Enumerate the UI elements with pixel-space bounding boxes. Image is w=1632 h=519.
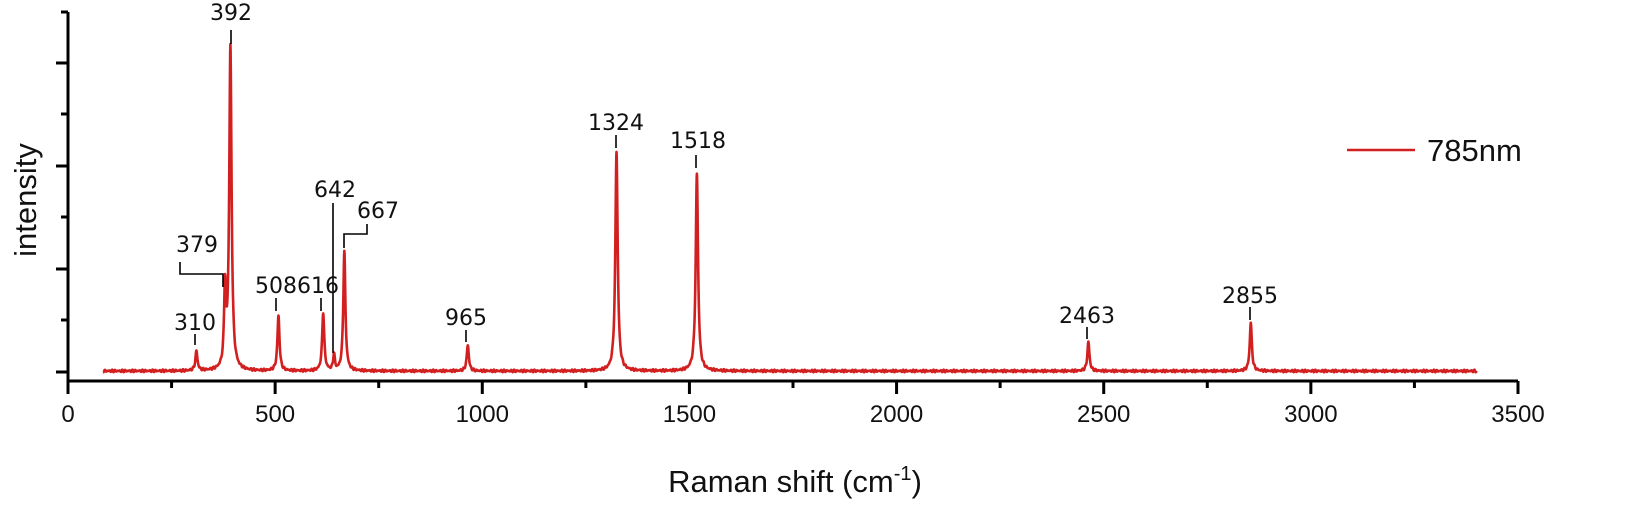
x-axis-label-superscript: -1 xyxy=(894,463,912,485)
series-line-785nm xyxy=(102,42,1478,374)
x-tick-label: 2000 xyxy=(870,401,923,428)
peak-label-667: 667 xyxy=(357,199,399,224)
ticks xyxy=(56,10,1520,394)
peak-leader-379 xyxy=(179,262,224,287)
x-tick-label: 1000 xyxy=(456,401,509,428)
peak-label-508: 508 xyxy=(255,274,297,299)
peak-label-642: 642 xyxy=(314,178,356,203)
x-tick-label: 2500 xyxy=(1077,401,1130,428)
x-tick-label: 0 xyxy=(61,401,74,428)
peak-label-2463: 2463 xyxy=(1059,304,1115,329)
x-axis-label-main: Raman shift (cm xyxy=(668,464,894,499)
x-tick-label: 500 xyxy=(255,401,295,428)
axes xyxy=(66,12,1518,383)
x-tick-label: 3000 xyxy=(1284,401,1337,428)
x-axis-label-suffix: ) xyxy=(912,464,922,499)
peak-label-2855: 2855 xyxy=(1222,284,1278,309)
peak-label-1518: 1518 xyxy=(670,129,726,154)
x-axis-label: Raman shift (cm-1) xyxy=(668,463,922,499)
peak-leaders xyxy=(179,30,1251,353)
y-axis-label: intensity xyxy=(8,143,43,257)
peak-leader-667 xyxy=(343,224,368,248)
peak-label-616: 616 xyxy=(297,274,339,299)
peak-label-392: 392 xyxy=(210,1,252,26)
legend: 785nm xyxy=(1347,133,1522,168)
peak-label-310: 310 xyxy=(174,311,216,336)
tick-labels: 0 500 1000 1500 2000 2500 3000 3500 xyxy=(61,401,1544,428)
x-tick-label: 1500 xyxy=(663,401,716,428)
peak-label-965: 965 xyxy=(445,306,487,331)
legend-entry-785nm: 785nm xyxy=(1427,133,1522,168)
x-tick-label: 3500 xyxy=(1491,401,1544,428)
peak-label-1324: 1324 xyxy=(588,111,644,136)
peak-label-379: 379 xyxy=(176,233,218,258)
